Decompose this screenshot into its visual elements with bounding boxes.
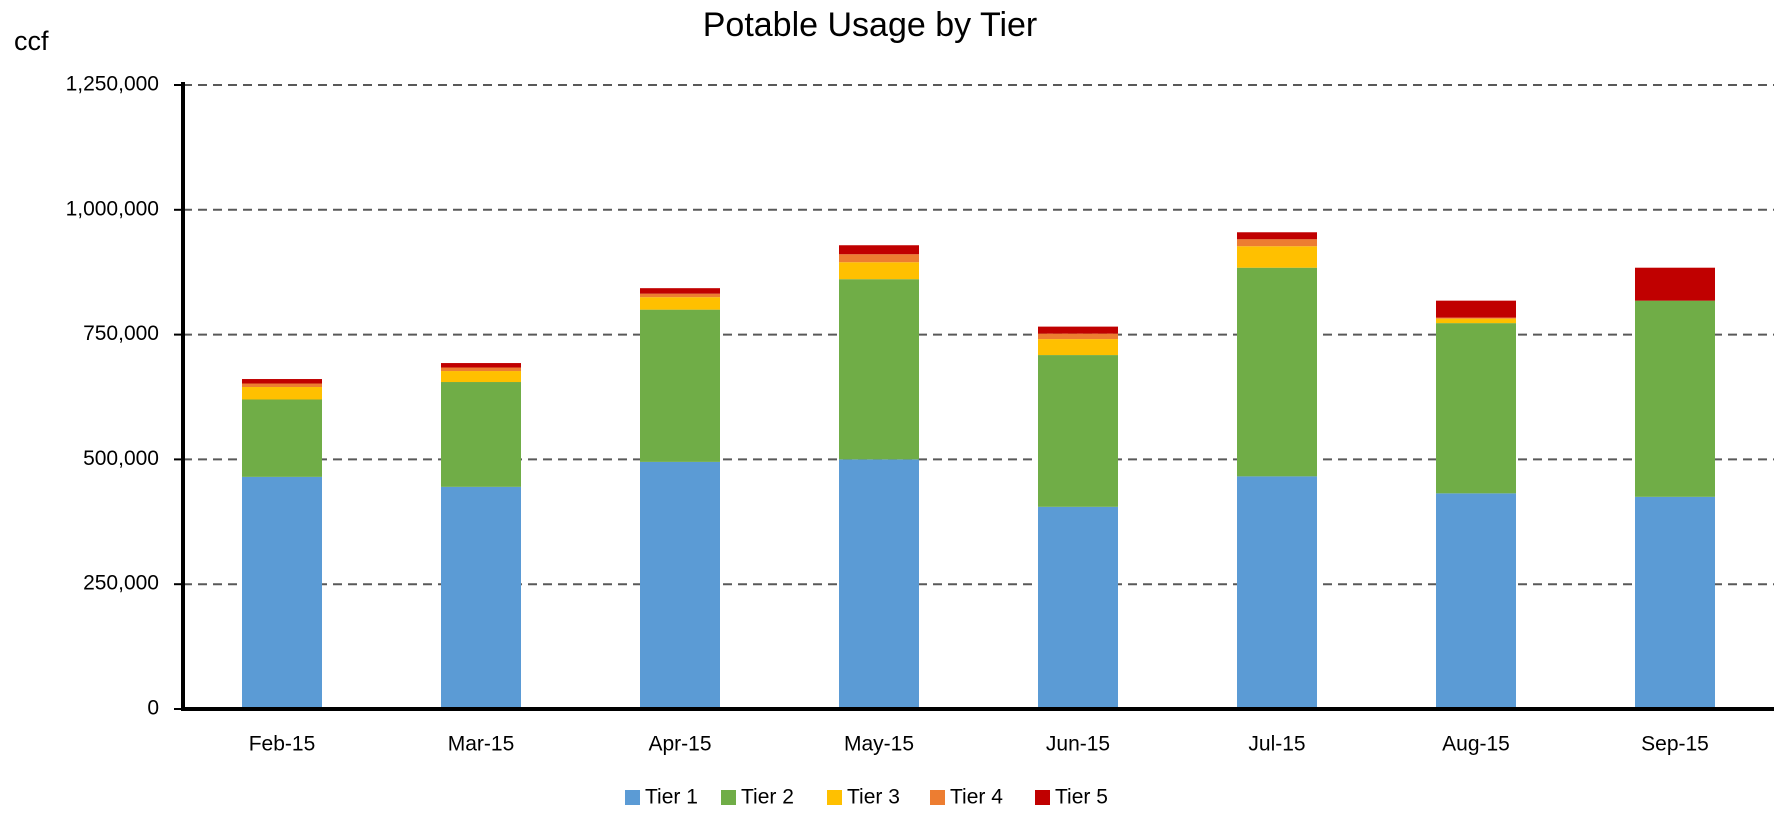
legend-swatch [721,790,736,805]
bar-segment [242,476,322,709]
y-tick-label: 500,000 [83,447,159,470]
bar-segment [1635,300,1715,497]
bar-segment [839,459,919,709]
bar-segment [640,309,720,462]
bar-segment [441,367,521,372]
bar-segment [1038,333,1118,340]
legend-label: Tier 3 [847,786,900,809]
x-tick-label: Aug-15 [1442,733,1510,756]
bar-segment [1436,493,1516,709]
bar-segment [839,279,919,460]
legend-swatch [827,790,842,805]
bar-segment [640,461,720,709]
bar-segment [1038,355,1118,507]
bar-segment [1237,476,1317,709]
x-tick-label: Apr-15 [648,733,711,756]
bar-segment [1436,300,1516,318]
y-tick-label: 1,250,000 [66,73,159,96]
bar-segment [242,379,322,384]
bar-segment [441,382,521,487]
bar-segment [1038,506,1118,709]
legend-label: Tier 5 [1055,786,1108,809]
bar-segment [640,297,720,310]
bar-segment [1237,239,1317,247]
bar-segment [1038,339,1118,356]
bar-segment [640,288,720,294]
y-tick-label: 0 [147,697,159,720]
x-tick-label: Jun-15 [1046,733,1110,756]
chart-title: Potable Usage by Tier [703,6,1038,44]
legend-swatch [1035,790,1050,805]
bar-segment [839,262,919,280]
bar-segment [242,383,322,388]
x-tick-label: Feb-15 [249,733,316,756]
y-tick-label: 250,000 [83,572,159,595]
legend-swatch [625,790,640,805]
x-tick-label: Sep-15 [1641,733,1709,756]
x-tick-label: May-15 [844,733,914,756]
bar-segment [1635,496,1715,709]
bar-segment [441,371,521,383]
bar-segment [1237,246,1317,268]
bar-segment [1436,318,1516,324]
bar-segment [1237,267,1317,477]
bar-segment [242,399,322,477]
bar-segment [441,486,521,709]
bar-segment [1436,317,1516,319]
bar-segment [839,254,919,263]
bar-segment [242,387,322,400]
bar-segment [839,245,919,255]
y-tick-label: 1,000,000 [66,197,159,220]
bar-segment [441,363,521,368]
bar-segment [1635,267,1715,301]
bar-segment [640,293,720,298]
legend-label: Tier 4 [950,786,1003,809]
bar-segment [1436,323,1516,494]
y-tick-label: 750,000 [83,322,159,345]
legend-label: Tier 2 [741,786,794,809]
legend-label: Tier 1 [645,786,698,809]
bar-segment [1038,326,1118,334]
bar-segment [1237,232,1317,240]
legend-swatch [930,790,945,805]
x-tick-label: Mar-15 [448,733,515,756]
y-axis-label: ccf [14,26,49,56]
x-tick-label: Jul-15 [1248,733,1305,756]
